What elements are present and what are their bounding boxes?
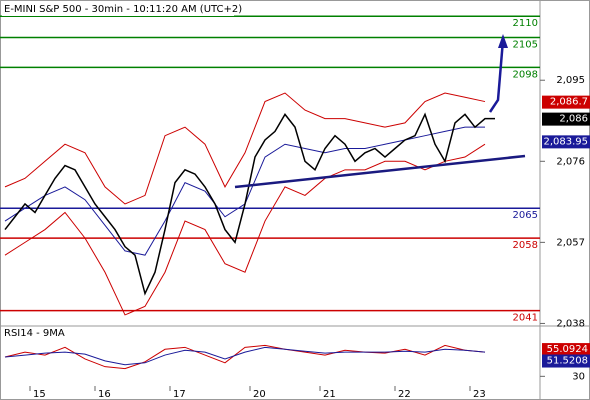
x-tick-label: 22 xyxy=(398,389,411,400)
price-tag xyxy=(542,135,590,149)
x-tick-label: 16 xyxy=(98,389,111,400)
level-label: 2098 xyxy=(513,69,538,80)
chart-title: E-MINI S&P 500 - 30min - 10:11:20 AM (UT… xyxy=(4,4,242,15)
projection-arrow xyxy=(488,39,505,113)
rsi-tag xyxy=(542,354,590,368)
y-tick-label: 2,038 xyxy=(556,318,585,329)
y-tick-label: 2,095 xyxy=(556,75,585,86)
trend-line xyxy=(234,154,526,189)
x-tick-label: 20 xyxy=(253,389,266,400)
price-tag xyxy=(542,112,590,126)
y-tick-label: 2,076 xyxy=(556,156,585,167)
price-tag-label: 2,083.95 xyxy=(543,136,588,147)
price-line xyxy=(4,112,495,296)
band-line xyxy=(4,92,486,205)
level-label: 2058 xyxy=(513,240,538,251)
rsi-line xyxy=(4,344,486,370)
y-tick-label: 2,057 xyxy=(556,237,585,248)
rsi-line xyxy=(4,346,486,366)
x-tick-label: 21 xyxy=(323,389,336,400)
level-label: 2041 xyxy=(513,313,538,324)
price-tag-label: 2,086.7 xyxy=(550,97,588,108)
x-tick-label: 23 xyxy=(473,389,486,400)
band-line xyxy=(4,143,486,316)
x-tick-label: 15 xyxy=(33,389,46,400)
level-label: 2105 xyxy=(513,40,538,51)
rsi-tag-label: 51.5208 xyxy=(547,356,588,367)
rsi-tag xyxy=(542,343,590,357)
x-tick-label: 17 xyxy=(173,389,186,400)
rsi-title: RSI14 - 9MA xyxy=(4,328,65,339)
title-bg xyxy=(2,2,234,16)
rsi-tick-label: 30 xyxy=(572,371,585,382)
level-label: 2110 xyxy=(513,18,538,29)
rsi-tag-label: 55.0924 xyxy=(547,344,588,355)
arrow-head xyxy=(498,34,508,48)
price-tag-label: 2,086 xyxy=(559,114,588,125)
level-label: 2065 xyxy=(513,210,538,221)
price-tag xyxy=(542,95,590,109)
